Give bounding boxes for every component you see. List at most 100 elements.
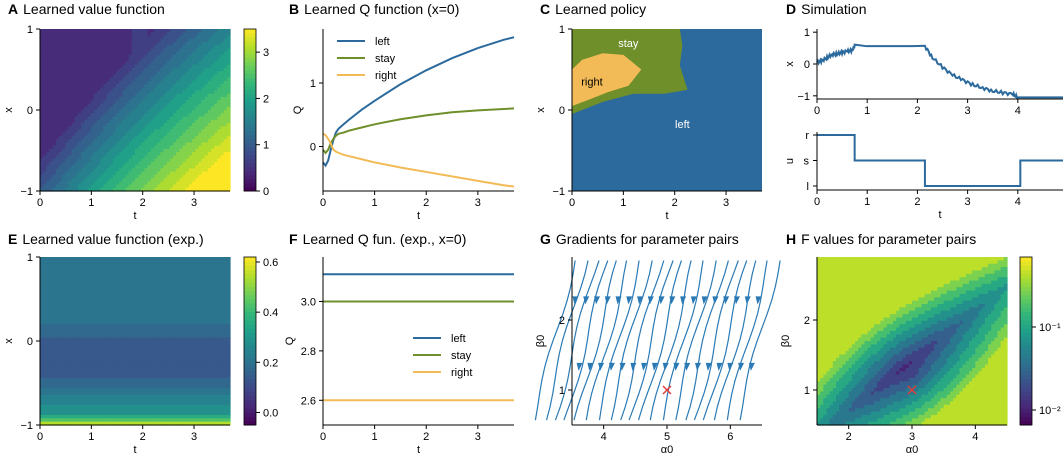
heatmap-cell: [169, 38, 174, 43]
heatmap-cell: [78, 320, 82, 325]
heatmap-cell: [46, 257, 51, 261]
heatmap-cell: [59, 391, 63, 396]
heatmap-cell: [188, 119, 193, 124]
heatmap-cell: [43, 297, 47, 302]
heatmap-cell: [43, 287, 47, 292]
heatmap-cell: [154, 84, 158, 88]
heatmap-cell: [106, 38, 111, 43]
heatmap-cell: [90, 310, 95, 315]
heatmap-cell: [68, 165, 73, 169]
heatmap-cell: [90, 388, 95, 392]
heatmap-cell: [74, 174, 79, 179]
heatmap-cell: [192, 148, 196, 153]
heatmap-cell: [43, 270, 47, 275]
heatmap-cell: [185, 54, 190, 59]
heatmap-cell: [62, 58, 66, 62]
heatmap-cell: [135, 32, 139, 37]
heatmap-cell: [176, 171, 180, 176]
heatmap-cell: [169, 97, 174, 101]
heatmap-cell: [141, 45, 146, 50]
heatmap-cell: [68, 330, 73, 335]
heatmap-cell: [211, 97, 215, 101]
heatmap-cell: [144, 38, 149, 43]
heatmap-cell: [119, 97, 123, 101]
heatmap-cell: [62, 398, 66, 403]
heatmap-cell: [59, 29, 63, 33]
heatmap-cell: [131, 35, 136, 40]
heatmap-cell: [52, 32, 57, 37]
heatmap-cell: [40, 171, 44, 176]
heatmap-cell: [144, 158, 149, 163]
heatmap-cell: [226, 126, 231, 131]
colorbar-segment: [244, 77, 256, 83]
heatmap-cell: [207, 161, 212, 166]
heatmap-cell: [169, 187, 174, 192]
heatmap-cell: [78, 139, 82, 143]
heatmap-cell: [185, 41, 190, 46]
heatmap-cell: [154, 158, 158, 163]
heatmap-cell: [182, 90, 187, 95]
heatmap-cell: [74, 106, 79, 111]
heatmap-cell: [46, 384, 51, 389]
heatmap-cell: [157, 29, 161, 33]
heatmap-cell: [43, 257, 47, 261]
heatmap-cell: [68, 364, 73, 369]
colorbar-segment: [244, 178, 256, 184]
heatmap-cell: [135, 184, 139, 189]
heatmap-cell: [217, 184, 222, 189]
heatmap-cell: [182, 184, 187, 189]
heatmap-cell: [125, 113, 130, 118]
heatmap-cell: [188, 67, 193, 72]
heatmap-cell: [46, 174, 51, 179]
heatmap-cell: [166, 168, 171, 173]
heatmap-cell: [93, 267, 98, 272]
heatmap-cell: [106, 54, 111, 59]
heatmap-cell: [93, 139, 98, 143]
heatmap-cell: [128, 67, 133, 72]
heatmap-cell: [198, 161, 203, 166]
heatmap-cell: [52, 341, 57, 345]
heatmap-cell: [214, 155, 218, 160]
heatmap-cell: [46, 394, 51, 399]
heatmap-cell: [93, 404, 98, 409]
heatmap-cell: [52, 145, 57, 150]
heatmap-cell: [144, 45, 149, 50]
heatmap-cell: [68, 126, 73, 131]
heatmap-cell: [150, 116, 155, 121]
heatmap-cell: [62, 401, 66, 406]
heatmap-cell: [217, 187, 222, 192]
heatmap-cell: [192, 32, 196, 37]
heatmap-cell: [68, 113, 73, 118]
heatmap-cell: [150, 161, 155, 166]
heatmap-cell: [46, 280, 51, 285]
heatmap-cell: [46, 418, 51, 423]
heatmap-cell: [144, 97, 149, 101]
heatmap-cell: [40, 307, 44, 312]
heatmap-cell: [78, 129, 82, 134]
heatmap-cell: [157, 106, 161, 111]
heatmap-cell: [169, 67, 174, 72]
heatmap-cell: [141, 171, 146, 176]
heatmap-cell: [173, 84, 177, 88]
heatmap-cell: [131, 113, 136, 118]
heatmap-cell: [40, 139, 44, 143]
heatmap-cell: [71, 293, 76, 298]
y-tick-label: 0: [804, 59, 810, 71]
heatmap-cell: [135, 155, 139, 160]
heatmap-cell: [71, 317, 76, 322]
heatmap-cell: [176, 113, 180, 118]
heatmap-cell: [84, 61, 89, 66]
heatmap-cell: [131, 41, 136, 46]
heatmap-cell: [43, 421, 47, 426]
heatmap-cell: [71, 187, 76, 192]
heatmap-cell: [144, 110, 149, 114]
heatmap-cell: [46, 357, 51, 362]
heatmap-cell: [217, 84, 222, 88]
heatmap-cell: [217, 32, 222, 37]
heatmap-cell: [71, 135, 76, 140]
heatmap-cell: [109, 158, 114, 163]
heatmap-cell: [211, 77, 215, 82]
heatmap-cell: [166, 80, 171, 85]
heatmap-cell: [81, 283, 85, 288]
heatmap-cell: [112, 61, 117, 66]
